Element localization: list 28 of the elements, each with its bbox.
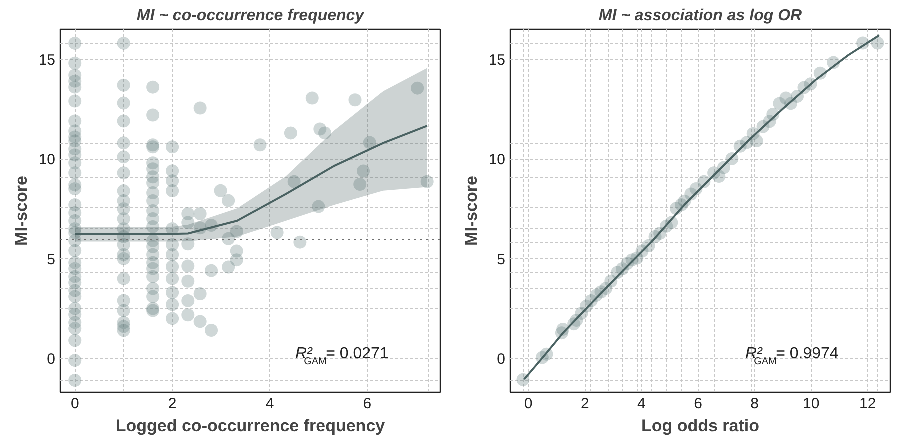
x-tick-label: 2 (168, 396, 177, 412)
point (516, 373, 530, 386)
x-tick-label: 12 (860, 396, 876, 412)
point (871, 36, 884, 50)
y-tick-label: 15 (488, 52, 506, 69)
x-tick-label: 6 (694, 396, 702, 412)
x-tick-label: 4 (638, 396, 646, 412)
y-axis-title: MI-score (462, 176, 481, 246)
x-tick-label: 0 (70, 396, 80, 412)
y-tick-label: 5 (497, 251, 506, 268)
y-tick-label: 10 (488, 152, 506, 169)
y-tick-label: 5 (47, 251, 56, 268)
y-tick-label: 10 (38, 152, 56, 169)
x-tick-label: 4 (266, 396, 274, 412)
y-tick-label: 15 (38, 52, 56, 69)
x-tick-label: 10 (802, 396, 820, 412)
chart-title: MI ~ association as log OR (598, 8, 803, 24)
y-tick-label: 0 (47, 351, 56, 368)
chart-title: MI ~ co-occurrence frequency (136, 8, 366, 24)
x-tick-label: 8 (750, 396, 759, 412)
x-tick-label: 2 (580, 396, 590, 412)
x-tick-label: 0 (524, 396, 533, 412)
point (750, 134, 764, 148)
y-tick-label: 0 (497, 351, 506, 368)
y-axis-title: MI-score (12, 176, 31, 246)
x-axis-title: Log odds ratio (641, 416, 760, 436)
x-tick-label: 6 (363, 396, 372, 412)
x-axis-title: Logged co-occurrence frequency (116, 416, 386, 436)
